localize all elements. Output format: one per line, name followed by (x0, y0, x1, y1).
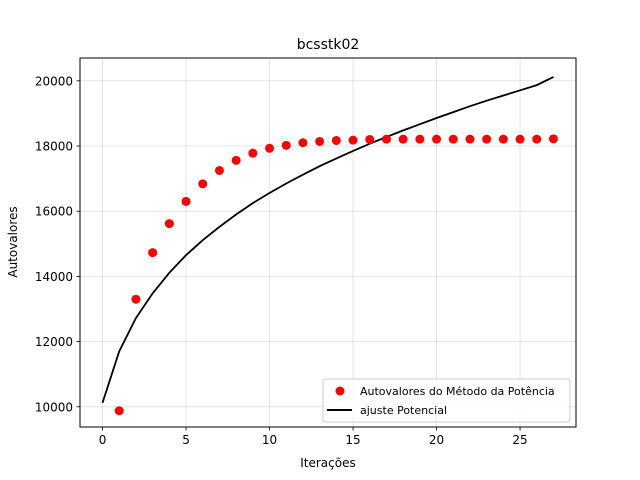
x-tick-label: 5 (182, 433, 190, 447)
y-tick-label: 10000 (35, 400, 73, 414)
data-point (381, 134, 391, 144)
legend: Autovalores do Método da Potência ajuste… (322, 378, 571, 423)
data-point (448, 134, 458, 144)
x-tick-label: 10 (262, 433, 277, 447)
x-axis-label: Iterações (300, 456, 356, 470)
chart-title: bcsstk02 (297, 37, 360, 53)
x-tick-label: 15 (345, 433, 360, 447)
data-point (181, 196, 191, 206)
data-point (432, 134, 442, 144)
data-point (298, 138, 308, 148)
legend-label-scatter: Autovalores do Método da Potência (360, 385, 555, 398)
data-point (482, 134, 492, 144)
x-tick-label: 0 (99, 433, 107, 447)
y-tick-label: 18000 (35, 140, 73, 154)
data-point (214, 165, 224, 175)
data-point (365, 134, 375, 144)
data-point (415, 134, 425, 144)
data-point (114, 406, 124, 416)
data-point (248, 148, 258, 158)
fit-line (101, 76, 554, 404)
legend-marker-scatter (335, 386, 345, 396)
y-tick-label: 14000 (35, 270, 73, 284)
y-tick-label: 16000 (35, 205, 73, 219)
data-point (148, 248, 158, 258)
data-point (465, 134, 475, 144)
data-point (315, 136, 325, 146)
data-point (231, 155, 241, 165)
data-point (532, 134, 542, 144)
scatter-point-layer (114, 134, 558, 416)
data-point (548, 134, 558, 144)
y-axis-label: Autovalores (6, 206, 20, 277)
grid (80, 58, 576, 427)
plot-frame (79, 57, 577, 428)
data-point (198, 179, 208, 189)
data-point (515, 134, 525, 144)
data-point (331, 135, 341, 145)
fit-line-layer (101, 76, 554, 404)
data-point (348, 135, 358, 145)
data-point (498, 134, 508, 144)
x-tick-label: 25 (512, 433, 527, 447)
data-point (131, 294, 141, 304)
legend-label-fit: ajuste Potencial (360, 404, 447, 417)
data-point (164, 219, 174, 229)
y-tick-label: 20000 (35, 74, 73, 88)
x-tick-label: 20 (429, 433, 444, 447)
data-point (281, 140, 291, 150)
data-point (398, 134, 408, 144)
legend-box (322, 378, 571, 423)
axes: 0 5 10 15 20 25 10000 12000 14000 16000 18000 20000 (35, 74, 528, 447)
data-point (265, 143, 275, 153)
y-tick-label: 12000 (35, 335, 73, 349)
